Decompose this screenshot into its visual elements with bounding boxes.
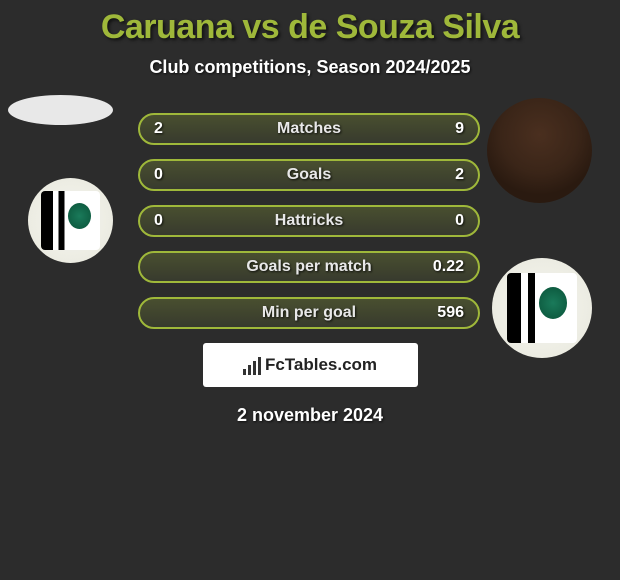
stat-label: Matches [277,120,341,138]
footer-brand-text: FcTables.com [265,355,377,375]
date-label: 2 november 2024 [0,405,620,426]
footer-brand-badge[interactable]: FcTables.com [203,343,418,387]
player-right-photo [487,98,592,203]
club-badge-icon [41,191,101,251]
player-right-club-badge [492,258,592,358]
player-left-avatar [8,95,113,125]
stat-right-value: 9 [434,120,464,138]
stat-right-value: 2 [434,166,464,184]
bar-chart-icon [243,355,261,375]
stat-rows: 2 Matches 9 0 Goals 2 0 Hattricks 0 Goal… [138,113,480,329]
stat-row-goals: 0 Goals 2 [138,159,480,191]
stat-label: Goals per match [246,258,371,276]
comparison-card: Caruana vs de Souza Silva Club competiti… [0,0,620,426]
stat-right-value: 0 [434,212,464,230]
stat-right-value: 596 [434,304,464,322]
stat-row-matches: 2 Matches 9 [138,113,480,145]
fctables-logo: FcTables.com [243,355,377,375]
stat-label: Goals [287,166,331,184]
player-left-club-badge [28,178,113,263]
subtitle: Club competitions, Season 2024/2025 [0,57,620,78]
stat-left-value: 0 [154,212,184,230]
stat-label: Hattricks [275,212,343,230]
club-badge-icon [507,273,577,343]
stat-row-min-per-goal: Min per goal 596 [138,297,480,329]
stat-left-value: 2 [154,120,184,138]
stat-left-value: 0 [154,166,184,184]
stat-row-hattricks: 0 Hattricks 0 [138,205,480,237]
stat-row-goals-per-match: Goals per match 0.22 [138,251,480,283]
page-title: Caruana vs de Souza Silva [0,8,620,47]
stat-label: Min per goal [262,304,356,322]
player-right-avatar [487,98,592,203]
stats-area: 2 Matches 9 0 Goals 2 0 Hattricks 0 Goal… [0,113,620,329]
stat-right-value: 0.22 [433,258,464,276]
